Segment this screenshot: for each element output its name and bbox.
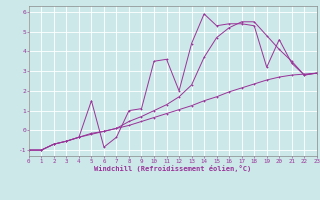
X-axis label: Windchill (Refroidissement éolien,°C): Windchill (Refroidissement éolien,°C) [94,165,252,172]
